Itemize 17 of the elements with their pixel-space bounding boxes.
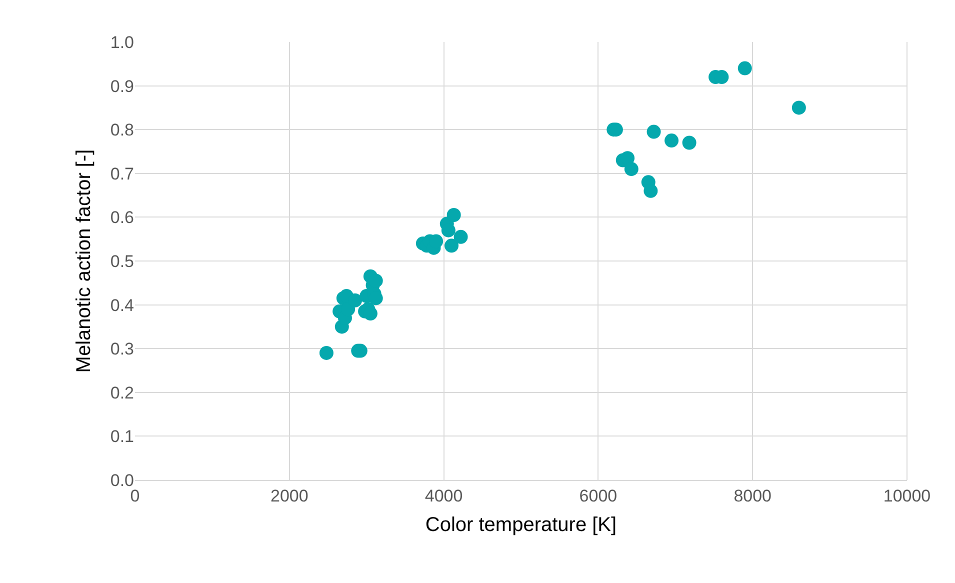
y-tick-label: 0.8 <box>110 120 134 140</box>
x-tick-label: 2000 <box>270 486 308 506</box>
x-axis-title: Color temperature [K] <box>425 514 617 536</box>
x-tick-label: 10000 <box>883 486 931 506</box>
x-tick-label: 8000 <box>734 486 772 506</box>
x-tick-label: 6000 <box>579 486 618 506</box>
x-tick-label: 4000 <box>424 486 463 506</box>
y-tick-label: 0.1 <box>110 427 134 446</box>
y-tick-label: 1.0 <box>110 32 134 52</box>
y-tick-label: 0.2 <box>110 383 134 402</box>
y-tick-label: 0.5 <box>110 252 134 271</box>
y-tick-label: 0.6 <box>110 208 134 228</box>
y-tick-label: 0.9 <box>110 76 134 96</box>
y-tick-label: 0.4 <box>110 296 134 315</box>
y-tick-label: 0.7 <box>110 164 134 184</box>
y-axis-title: Melanotic action factor [-] <box>72 149 95 373</box>
y-tick-label: 0.3 <box>110 340 134 359</box>
